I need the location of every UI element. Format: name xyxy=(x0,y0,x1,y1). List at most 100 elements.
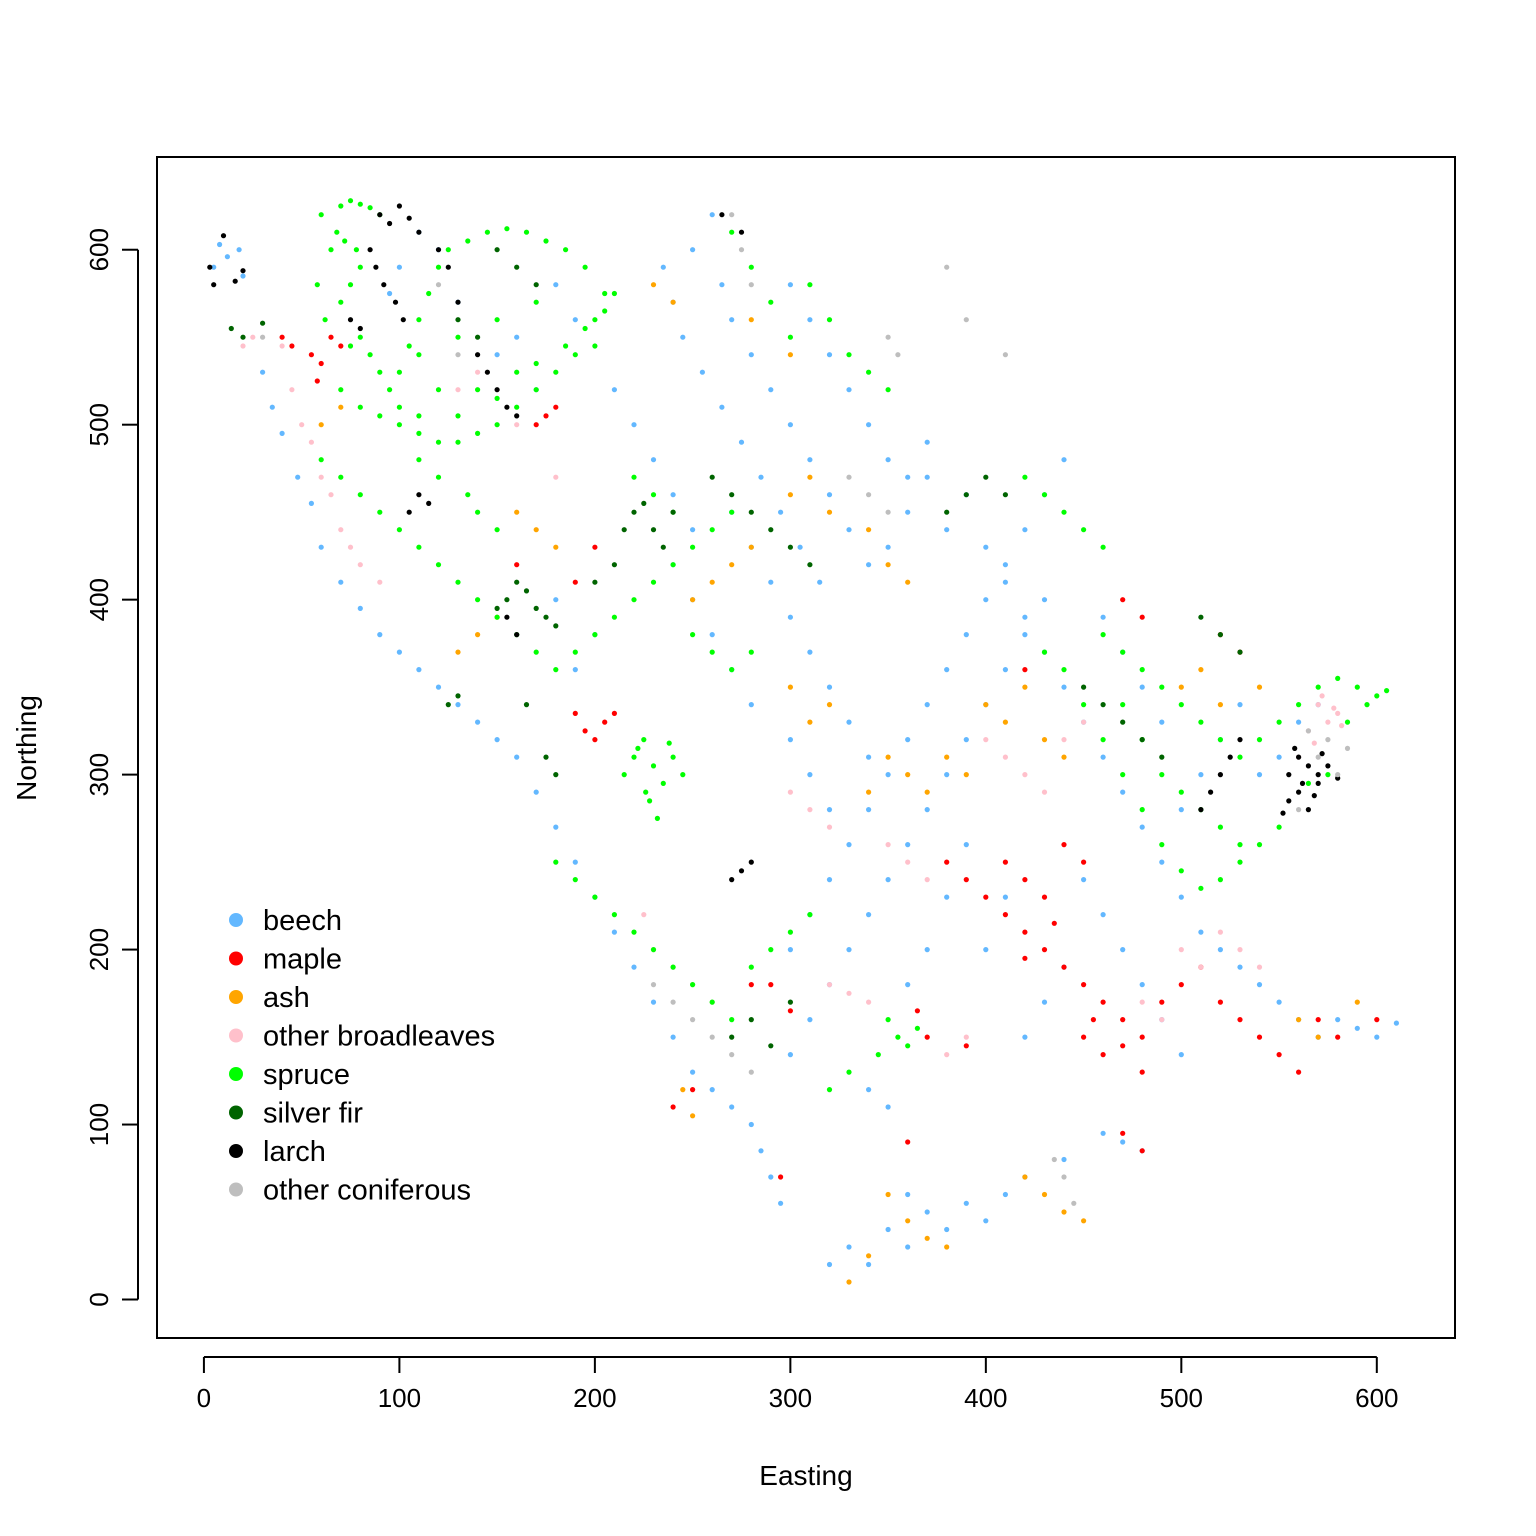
point-ash xyxy=(963,772,969,778)
point-beech xyxy=(455,702,461,708)
point-silver-fir xyxy=(228,325,234,332)
point-ash xyxy=(787,352,794,358)
legend-item-larch: larch xyxy=(229,1136,326,1168)
point-maple xyxy=(1061,842,1067,848)
point-spruce xyxy=(533,649,539,655)
point-spruce xyxy=(1344,719,1351,725)
point-ash xyxy=(553,544,559,550)
point-silver-fir xyxy=(240,334,246,340)
point-other-broadleaves xyxy=(983,737,989,743)
point-maple xyxy=(1139,1069,1145,1075)
point-larch xyxy=(445,264,451,270)
point-ash xyxy=(1061,1209,1067,1215)
point-maple xyxy=(1081,982,1087,988)
point-other-broadleaves xyxy=(924,877,930,883)
point-spruce xyxy=(322,317,328,323)
point-silver-fir xyxy=(1081,684,1087,690)
point-other-broadleaves xyxy=(279,343,285,349)
point-larch xyxy=(400,317,406,323)
point-maple xyxy=(1374,1017,1380,1023)
point-spruce xyxy=(650,763,657,769)
point-other-broadleaves xyxy=(1319,693,1325,699)
point-maple xyxy=(1090,1017,1096,1023)
point-silver-fir xyxy=(787,999,794,1005)
point-other-broadleaves xyxy=(1339,723,1345,729)
point-spruce xyxy=(905,1043,911,1049)
point-spruce xyxy=(563,343,569,349)
point-silver-fir xyxy=(533,282,539,288)
legend-label: ash xyxy=(263,982,310,1014)
point-beech xyxy=(885,544,891,550)
point-spruce xyxy=(1217,737,1223,743)
point-spruce xyxy=(435,439,442,445)
point-beech xyxy=(660,264,666,270)
point-beech xyxy=(1276,999,1282,1005)
point-maple xyxy=(572,579,578,585)
point-spruce xyxy=(1198,719,1204,725)
point-beech xyxy=(1022,527,1028,533)
point-other-coniferous xyxy=(1315,754,1321,760)
point-spruce xyxy=(338,474,344,480)
point-larch xyxy=(392,299,399,305)
point-spruce xyxy=(690,982,696,988)
point-larch xyxy=(435,247,442,253)
point-maple xyxy=(983,894,989,900)
point-spruce xyxy=(1081,527,1087,533)
point-larch xyxy=(220,233,227,239)
point-spruce xyxy=(1120,772,1126,778)
point-beech xyxy=(553,282,559,288)
point-other-coniferous xyxy=(1296,807,1302,813)
series-spruce xyxy=(314,198,1390,1093)
point-maple xyxy=(944,859,950,865)
point-spruce xyxy=(426,290,432,297)
x-tick-label: 600 xyxy=(1355,1383,1398,1413)
point-maple xyxy=(308,352,314,358)
point-ash xyxy=(1041,1191,1048,1198)
point-beech xyxy=(807,772,813,778)
point-beech xyxy=(295,474,301,480)
point-ash xyxy=(1002,719,1009,725)
point-maple xyxy=(289,343,295,349)
point-silver-fir xyxy=(553,772,559,778)
point-maple xyxy=(533,422,539,428)
point-beech xyxy=(817,579,823,585)
point-spruce xyxy=(494,317,500,323)
point-beech xyxy=(1237,702,1243,708)
point-other-broadleaves xyxy=(377,579,383,585)
x-tick-label: 300 xyxy=(769,1383,812,1413)
point-spruce xyxy=(611,614,618,620)
point-ash xyxy=(787,684,794,690)
point-spruce xyxy=(328,247,334,253)
point-other-coniferous xyxy=(895,352,901,358)
point-silver-fir xyxy=(1139,737,1145,743)
point-maple xyxy=(592,737,598,743)
point-ash xyxy=(807,719,813,725)
point-beech xyxy=(905,982,911,988)
point-spruce xyxy=(1256,842,1263,848)
point-spruce xyxy=(1120,702,1126,708)
point-other-broadleaves xyxy=(944,1052,950,1058)
point-spruce xyxy=(347,343,354,349)
point-spruce xyxy=(494,395,500,401)
point-larch xyxy=(475,352,481,358)
point-other-broadleaves xyxy=(1022,772,1028,778)
point-beech xyxy=(1159,859,1165,865)
point-beech xyxy=(217,241,223,248)
point-maple xyxy=(1296,1069,1302,1075)
point-beech xyxy=(1022,1034,1028,1040)
point-beech xyxy=(224,254,230,260)
point-spruce xyxy=(654,815,661,822)
point-maple xyxy=(1081,1034,1087,1040)
point-beech xyxy=(1022,632,1028,638)
point-spruce xyxy=(416,413,422,419)
series-maple xyxy=(279,334,1380,1180)
point-spruce xyxy=(572,877,578,883)
point-other-coniferous xyxy=(650,982,657,988)
point-beech xyxy=(1139,824,1145,830)
point-beech xyxy=(826,1261,833,1268)
point-beech xyxy=(885,1226,891,1233)
point-spruce xyxy=(494,422,500,428)
point-spruce xyxy=(885,387,891,393)
point-other-broadleaves xyxy=(846,990,852,996)
point-silver-fir xyxy=(748,1017,754,1023)
